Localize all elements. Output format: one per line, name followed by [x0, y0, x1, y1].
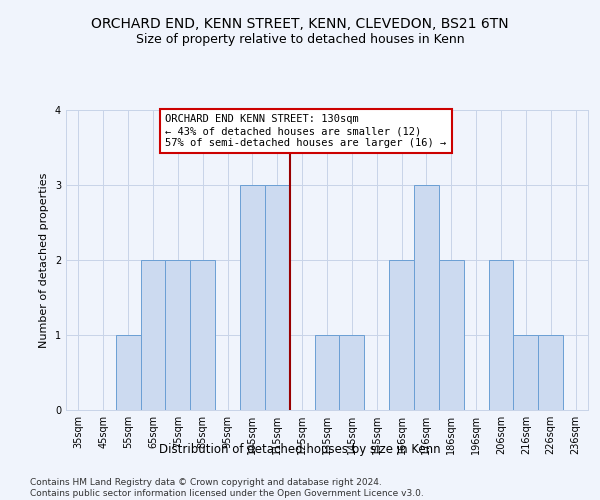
Bar	[166, 260, 190, 410]
Bar	[116, 335, 140, 410]
Bar	[538, 335, 563, 410]
Text: Contains HM Land Registry data © Crown copyright and database right 2024.
Contai: Contains HM Land Registry data © Crown c…	[30, 478, 424, 498]
Bar	[439, 260, 464, 410]
Bar	[340, 335, 364, 410]
Bar	[389, 260, 414, 410]
Bar	[414, 185, 439, 410]
Text: Distribution of detached houses by size in Kenn: Distribution of detached houses by size …	[159, 442, 441, 456]
Bar	[140, 260, 166, 410]
Text: ORCHARD END KENN STREET: 130sqm
← 43% of detached houses are smaller (12)
57% of: ORCHARD END KENN STREET: 130sqm ← 43% of…	[166, 114, 446, 148]
Text: Size of property relative to detached houses in Kenn: Size of property relative to detached ho…	[136, 32, 464, 46]
Text: ORCHARD END, KENN STREET, KENN, CLEVEDON, BS21 6TN: ORCHARD END, KENN STREET, KENN, CLEVEDON…	[91, 18, 509, 32]
Bar	[488, 260, 514, 410]
Bar	[514, 335, 538, 410]
Bar	[265, 185, 290, 410]
Bar	[190, 260, 215, 410]
Y-axis label: Number of detached properties: Number of detached properties	[40, 172, 49, 348]
Bar	[240, 185, 265, 410]
Bar	[314, 335, 340, 410]
